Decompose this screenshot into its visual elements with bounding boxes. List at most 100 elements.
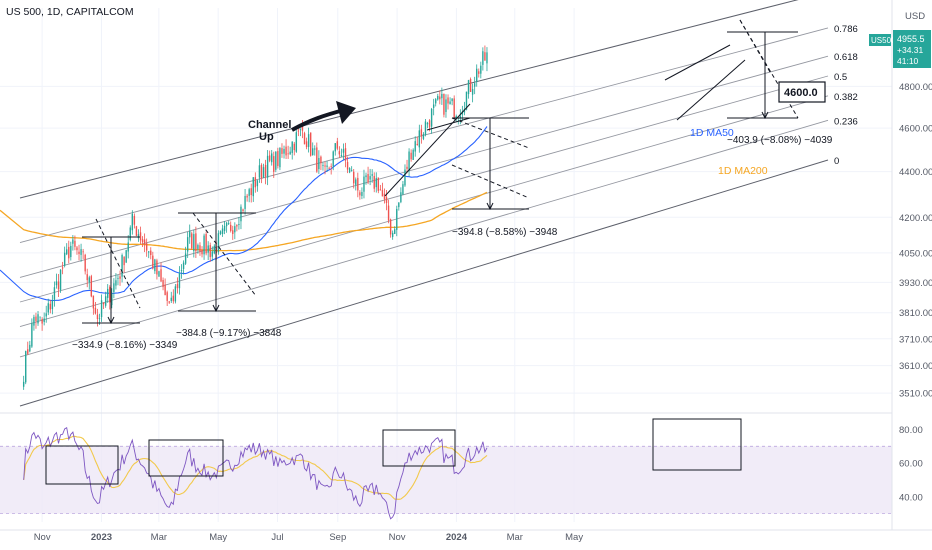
candle-body	[154, 259, 156, 272]
y-tick-label: 4800.00	[899, 82, 932, 93]
candle-body	[70, 245, 72, 258]
y-tick-label: 3710.00	[899, 334, 932, 345]
candle-body	[273, 156, 275, 172]
rsi-tick-label: 40.00	[899, 492, 923, 503]
candle-body	[420, 129, 423, 137]
candle-body	[330, 165, 332, 167]
fib-line	[19, 119, 829, 358]
fib-level-label: 0.618	[834, 52, 858, 63]
fib-line	[19, 0, 799, 199]
candle-body	[408, 151, 410, 171]
candle-body	[207, 245, 209, 253]
candle-body	[385, 197, 388, 203]
candle-body	[394, 229, 396, 234]
fib-level-label: 0	[834, 156, 839, 167]
candle-body	[328, 167, 330, 169]
candle-body	[346, 161, 349, 170]
currency-label: USD	[905, 11, 925, 22]
candle-body	[359, 192, 361, 196]
drop-label-4: −403.9 (−8.08%) −4039	[727, 135, 833, 146]
candle-body	[211, 251, 213, 257]
candle-body	[139, 232, 142, 241]
candle-body	[297, 130, 300, 132]
dashed-guide	[192, 212, 257, 297]
candle-body	[205, 233, 207, 254]
candle-body	[281, 148, 283, 154]
candle-body	[324, 165, 326, 167]
candle-body	[104, 296, 107, 306]
candle-body	[348, 168, 351, 173]
candle-body	[53, 287, 56, 300]
candle-body	[266, 155, 269, 178]
candle-body	[336, 141, 339, 149]
x-tick-label: Jul	[271, 532, 283, 543]
grid	[0, 8, 892, 522]
candle-body	[410, 152, 412, 160]
candle-body	[219, 231, 222, 234]
candle-body	[309, 132, 312, 156]
candle-body	[428, 120, 431, 128]
rsi-band	[0, 446, 892, 514]
candle-body	[291, 141, 293, 153]
candle-body	[162, 279, 164, 288]
candle-body	[234, 226, 236, 233]
candle-body	[363, 176, 365, 192]
candle-body	[342, 149, 345, 153]
candle-body	[387, 205, 390, 221]
y-tick-label: 3610.00	[899, 361, 932, 372]
candle-body	[201, 250, 203, 255]
candle-body	[252, 177, 254, 197]
ma200-label: 1D MA200	[718, 165, 768, 177]
candle-body	[246, 195, 248, 198]
y-tick-label: 4400.00	[899, 167, 932, 178]
candle-body	[453, 98, 455, 118]
candle-body	[404, 169, 406, 186]
candle-body	[78, 251, 80, 254]
wedge-line	[426, 117, 471, 131]
candle-body	[322, 165, 324, 166]
candle-body	[377, 177, 380, 191]
candle-body	[262, 167, 265, 178]
candle-body	[396, 208, 398, 230]
candle-body	[170, 297, 172, 302]
candle-body	[152, 255, 154, 269]
price-tag: US500 4955.5 +34.31 41:10	[869, 30, 931, 68]
candle-body	[55, 281, 58, 286]
candle-body	[148, 251, 150, 253]
candle-body	[180, 270, 183, 272]
candle-body	[268, 155, 271, 161]
y-tick-label: 4600.00	[899, 124, 932, 135]
candle-body	[435, 99, 437, 104]
candle-body	[451, 98, 453, 102]
candle-body	[312, 148, 314, 156]
candle-body	[230, 224, 232, 231]
candle-body	[350, 170, 353, 171]
candle-body	[145, 243, 148, 251]
candle-body	[455, 116, 457, 118]
candle-body	[195, 233, 197, 252]
candle-body	[242, 209, 244, 212]
candle-body	[375, 178, 377, 188]
candle-body	[478, 71, 480, 74]
rsi-box	[45, 445, 119, 485]
candle-body	[471, 88, 474, 95]
moving-averages	[0, 126, 488, 302]
candle-body	[191, 233, 193, 249]
candle-body	[176, 284, 179, 289]
channel-label-2: Up	[259, 131, 274, 143]
candle-body	[27, 349, 29, 354]
candle-body	[293, 143, 295, 151]
candle-body	[338, 151, 341, 155]
candle-body	[277, 151, 279, 166]
candle-body	[115, 280, 117, 286]
candle-body	[314, 148, 316, 150]
wedge-line	[384, 103, 471, 197]
candle-body	[285, 146, 287, 156]
candle-body	[416, 143, 418, 146]
candle-body	[227, 223, 230, 225]
x-tick-label: May	[565, 532, 583, 543]
ma200-line	[0, 191, 488, 252]
fib-level-label: 0.236	[834, 116, 858, 127]
candle-body	[61, 267, 64, 269]
